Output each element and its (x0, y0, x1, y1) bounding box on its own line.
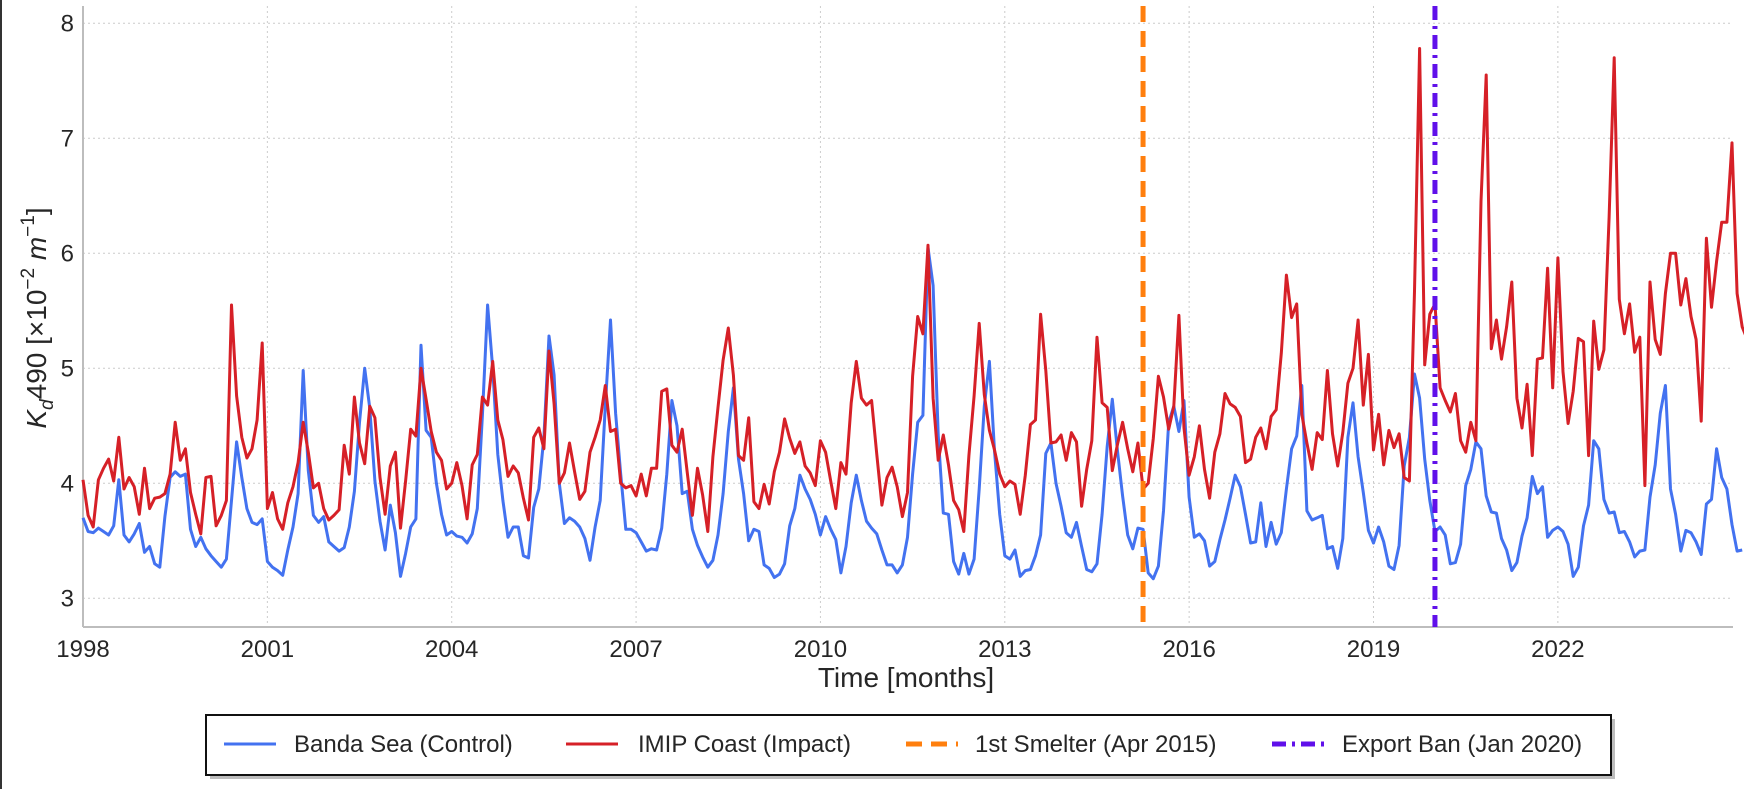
x-tick-label: 2022 (1531, 636, 1584, 663)
legend: Banda Sea (Control) IMIP Coast (Impact) … (205, 714, 1615, 779)
legend-label-banda-sea: Banda Sea (Control) (294, 731, 513, 758)
legend-label-imip-coast: IMIP Coast (Impact) (638, 731, 851, 758)
y-title-middle: 490 [×10 (21, 290, 52, 400)
left-frame-edge (0, 0, 2, 789)
y-tick-label: 4 (61, 470, 74, 497)
y-tick-label: 5 (61, 355, 74, 382)
y-tick-label: 7 (61, 125, 74, 152)
x-tick-labels: 1998 2001 2004 2007 2010 2013 2016 2019 2022 (56, 636, 1584, 663)
legend-label-smelter: 1st Smelter (Apr 2015) (975, 731, 1216, 758)
y-title-unit: m (21, 237, 52, 268)
event-lines (1140, 6, 1438, 627)
y-title-exponent1: −2 (18, 268, 39, 290)
x-tick-label: 2016 (1162, 636, 1215, 663)
x-tick-label: 2010 (794, 636, 847, 663)
series-line-imip-coast-impact (81, 47, 1744, 536)
x-tick-label: 2001 (241, 636, 294, 663)
series-line-banda-sea-control (81, 246, 1743, 581)
y-tick-label: 8 (61, 10, 74, 37)
x-tick-label: 2013 (978, 636, 1031, 663)
y-tick-label: 3 (61, 585, 74, 612)
x-tick-label: 2004 (425, 636, 478, 663)
y-title-subscript: d (37, 398, 58, 410)
x-tick-label: 2007 (609, 636, 662, 663)
y-title-prefix: K (21, 409, 52, 429)
data-series (81, 47, 1744, 581)
y-axis-title: Kd490 [×10−2 m−1] (18, 207, 58, 428)
legend-label-export-ban: Export Ban (Jan 2020) (1342, 731, 1582, 758)
x-tick-label: 2019 (1347, 636, 1400, 663)
x-tick-label: 1998 (56, 636, 109, 663)
x-axis-title: Time [months] (818, 662, 994, 693)
y-tick-label: 6 (61, 240, 74, 267)
y-title-exponent2: −1 (18, 215, 39, 237)
axes (82, 6, 1733, 628)
y-tick-labels: 3 4 5 6 7 8 (61, 10, 74, 612)
y-title-suffix: ] (21, 207, 52, 215)
